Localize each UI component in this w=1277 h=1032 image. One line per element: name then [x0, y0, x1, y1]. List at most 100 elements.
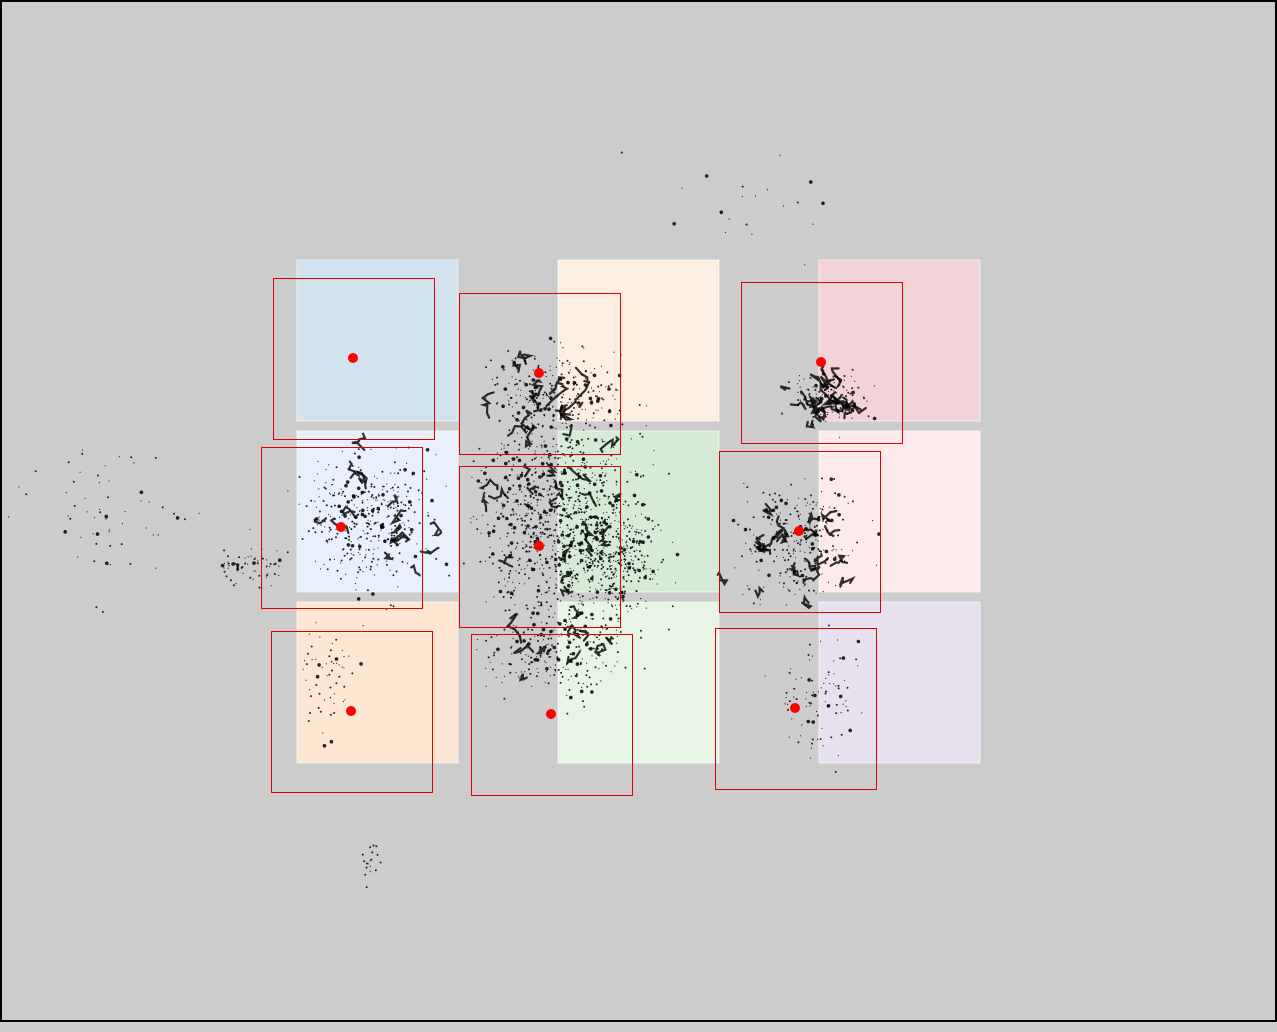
scatter-point — [549, 487, 551, 489]
scatter-point — [779, 522, 781, 525]
scatter-point — [566, 508, 568, 510]
scatter-point — [73, 504, 76, 507]
scatter-point — [579, 469, 582, 471]
scatter-point — [792, 532, 795, 535]
scatter-point — [840, 712, 842, 714]
scatter-point — [504, 585, 506, 587]
scatter-point — [843, 495, 846, 498]
scatter-point — [565, 562, 567, 564]
scatter-point — [832, 548, 835, 550]
scatter-point — [508, 403, 510, 406]
scatter-point — [627, 611, 629, 613]
scatter-point — [816, 502, 818, 504]
scatter-point — [362, 560, 364, 562]
scatter-point — [624, 567, 626, 570]
scatter-point — [583, 520, 585, 523]
scatter-point — [109, 564, 111, 566]
scatter-point — [830, 736, 833, 739]
scatter-point — [600, 397, 603, 400]
scatter-point — [536, 386, 539, 389]
scatter-point — [815, 592, 817, 594]
scatter-point — [97, 474, 100, 477]
scatter-point — [247, 556, 249, 558]
scatter-point — [319, 568, 321, 570]
scatter-point — [582, 451, 585, 454]
scatter-point — [520, 658, 523, 661]
scatter-point — [850, 375, 852, 377]
scatter-trail — [507, 424, 528, 437]
scatter-point — [590, 509, 592, 511]
scatter-point — [570, 401, 573, 404]
scatter-point — [799, 550, 801, 552]
scatter-point — [346, 500, 351, 504]
scatter-point — [839, 407, 842, 409]
scatter-point — [571, 447, 574, 450]
scatter-point — [754, 550, 757, 553]
scatter-point — [306, 652, 309, 655]
scatter-point — [360, 490, 365, 495]
scatter-point — [598, 668, 600, 670]
scatter-point — [605, 386, 607, 388]
scatter-point — [325, 482, 327, 484]
scatter-point — [407, 507, 410, 510]
scatter-point — [534, 390, 536, 392]
scatter-point — [380, 502, 382, 504]
scatter-point — [546, 528, 549, 531]
scatter-trail — [548, 497, 558, 509]
scatter-point — [755, 560, 758, 563]
scatter-point — [681, 187, 683, 189]
scatter-point — [561, 514, 564, 517]
scatter-point — [619, 631, 622, 633]
scatter-point — [789, 513, 792, 516]
scatter-point — [571, 496, 573, 498]
scatter-point — [608, 577, 611, 580]
scatter-point — [597, 560, 599, 563]
scatter-point — [563, 503, 566, 505]
scatter-point — [784, 559, 786, 562]
scatter-point — [333, 693, 336, 695]
scatter-point — [554, 565, 557, 568]
scatter-point — [331, 642, 333, 645]
scatter-point — [350, 528, 353, 531]
scatter-point — [483, 491, 486, 494]
scatter-point — [851, 387, 854, 390]
scatter-point — [257, 560, 259, 562]
scatter-trail — [799, 390, 807, 401]
scatter-point — [788, 545, 790, 547]
scatter-point — [596, 566, 598, 569]
scatter-point — [556, 642, 559, 645]
scatter-point — [542, 470, 544, 472]
scatter-point — [404, 509, 407, 512]
scatter-point — [335, 528, 337, 531]
scatter-point — [553, 512, 555, 514]
scatter-point — [599, 462, 602, 464]
scatter-point — [567, 371, 570, 374]
scatter-point — [322, 732, 324, 734]
scatter-point — [318, 519, 320, 521]
scatter-point — [610, 604, 613, 606]
scatter-point — [751, 553, 753, 555]
scatter-point — [544, 371, 547, 374]
scatter-trail — [598, 526, 610, 547]
scatter-point — [576, 542, 579, 545]
scatter-point — [479, 560, 482, 563]
scatter-point — [807, 388, 810, 391]
scatter-point — [509, 541, 514, 545]
scatter-point — [799, 735, 802, 737]
scatter-point — [589, 466, 592, 469]
scatter-point — [589, 641, 591, 643]
scatter-point — [595, 395, 597, 398]
scatter-point — [358, 466, 360, 468]
scatter-point — [532, 533, 535, 536]
scatter-point — [512, 525, 517, 530]
scatter-point — [509, 570, 512, 572]
scatter-point — [378, 540, 380, 542]
scatter-point — [570, 621, 572, 623]
scatter-point — [569, 362, 571, 364]
scatter-point — [837, 684, 840, 687]
scatter-point — [413, 511, 416, 514]
scatter-point — [609, 423, 613, 428]
scatter-point — [333, 712, 336, 714]
scatter-point — [787, 708, 789, 711]
